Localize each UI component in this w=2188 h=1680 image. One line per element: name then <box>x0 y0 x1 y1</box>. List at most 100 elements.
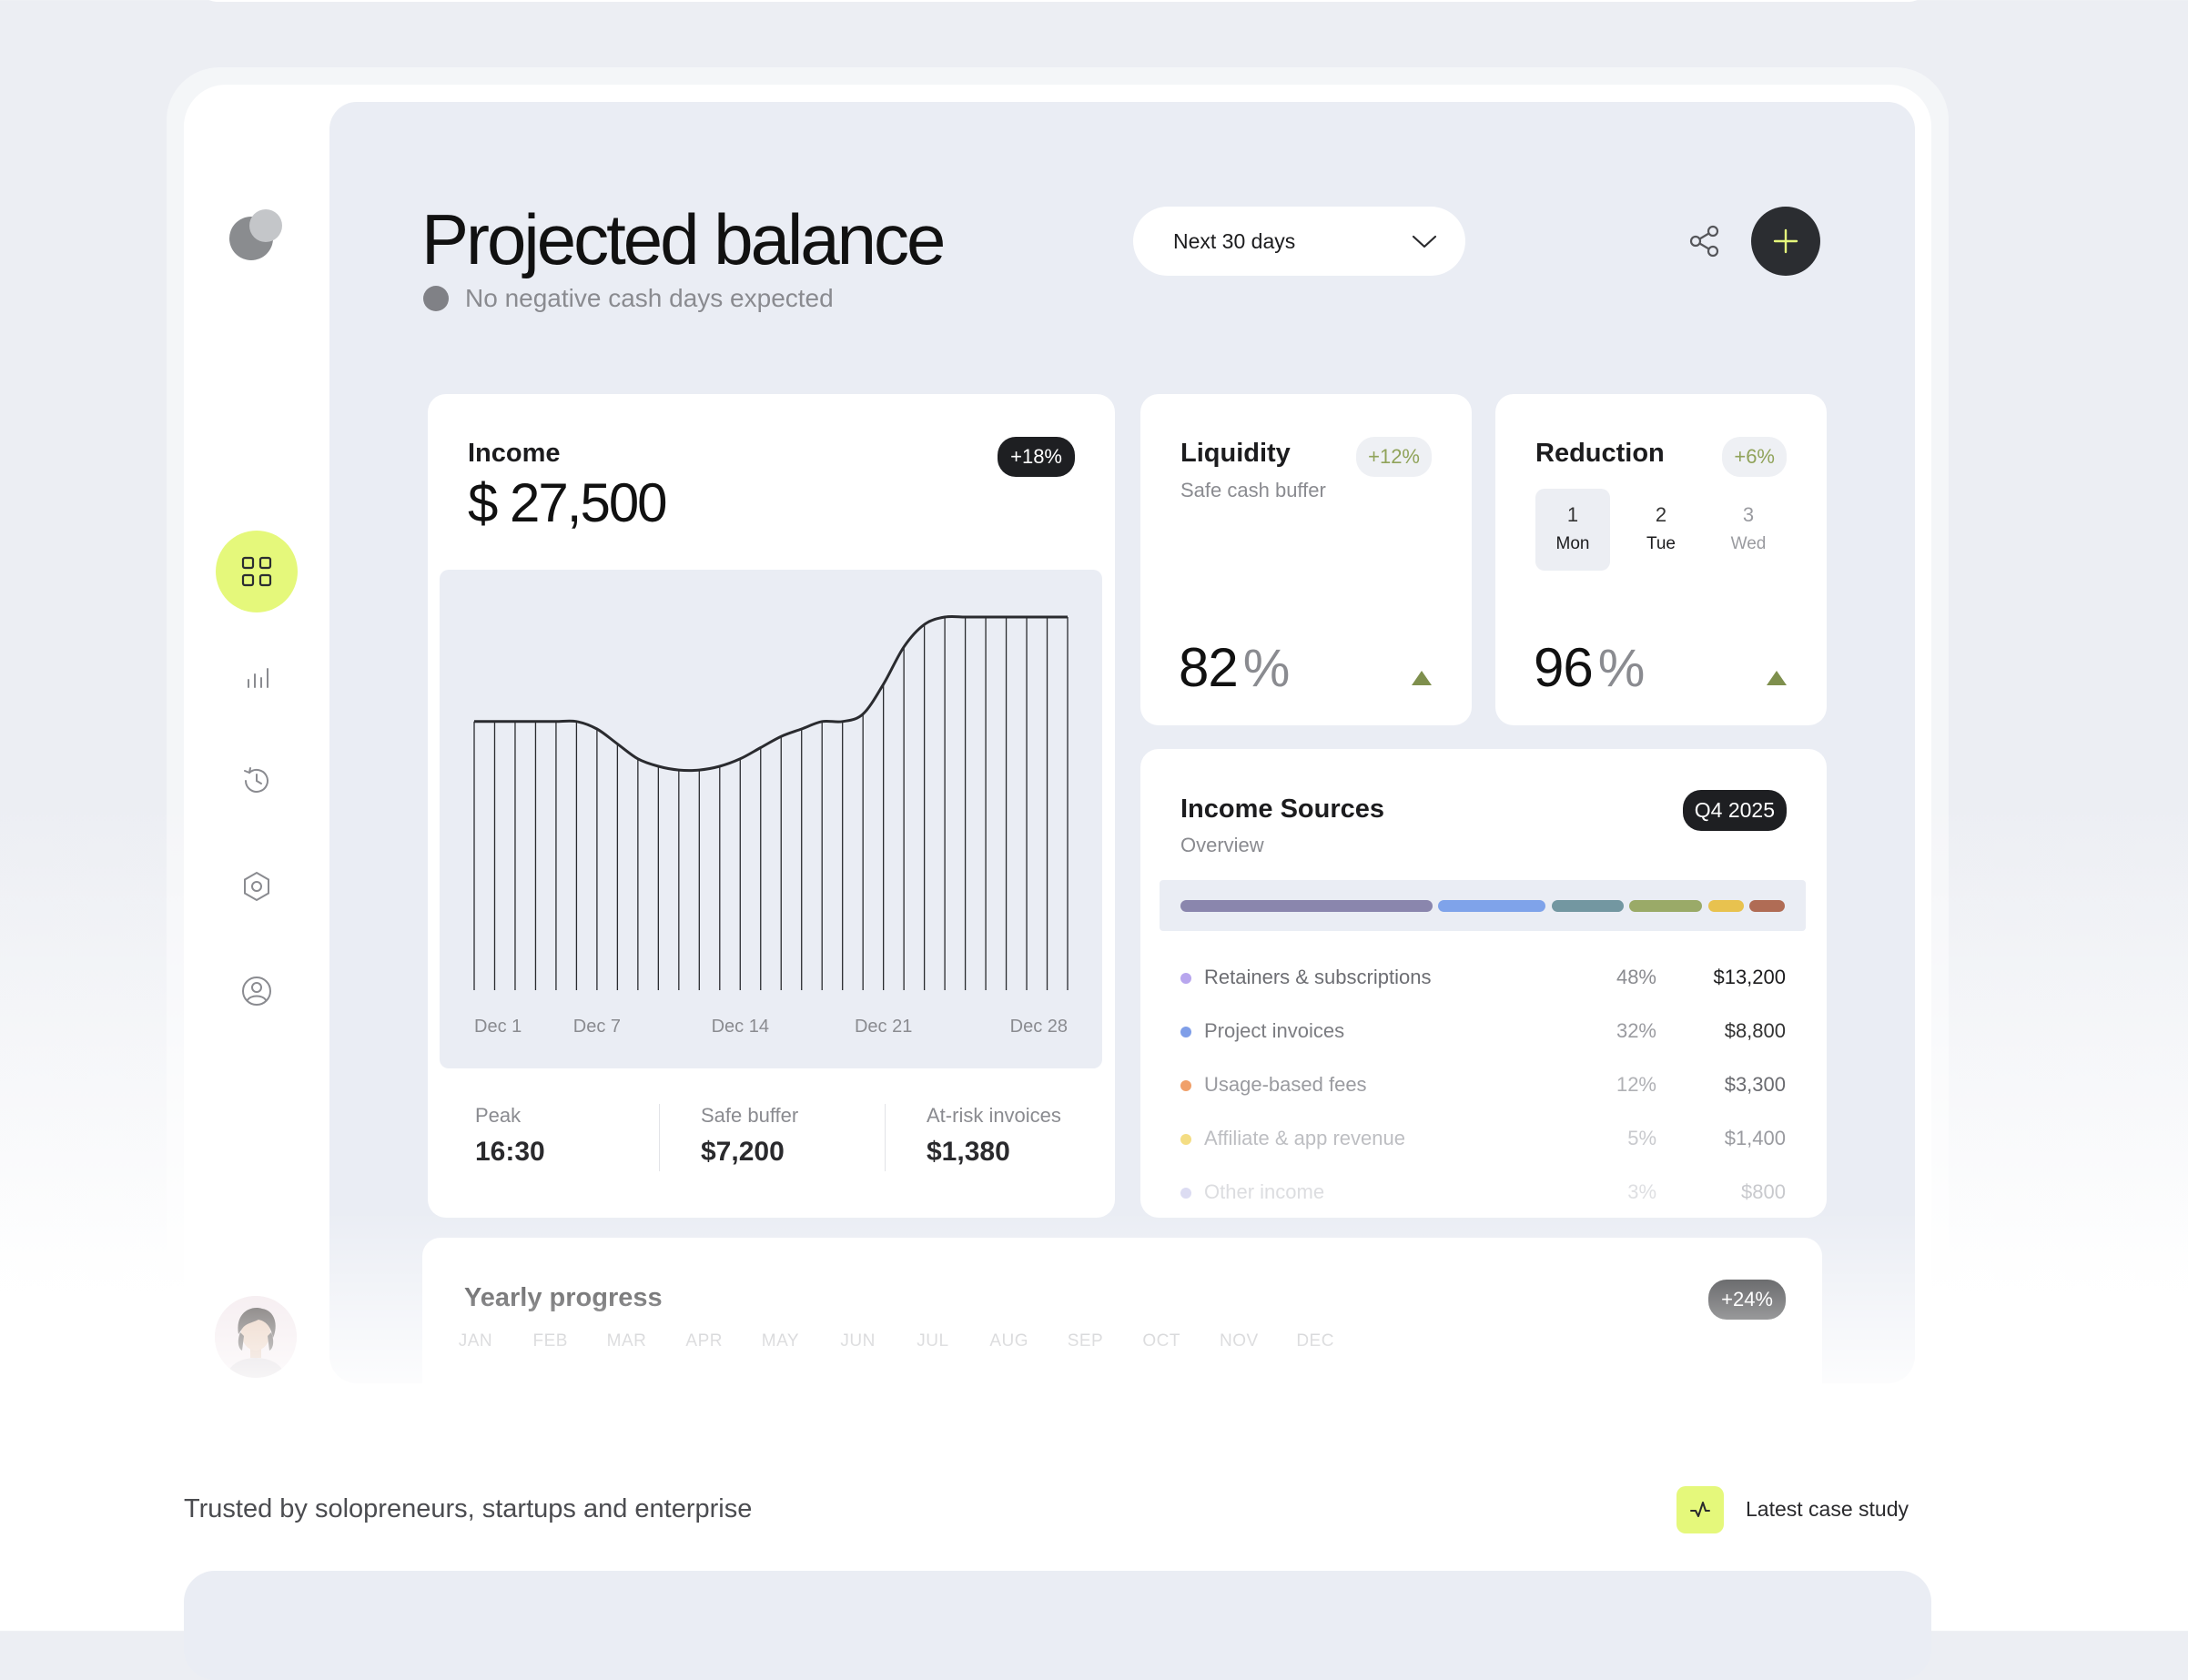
source-name: Usage-based fees <box>1204 1073 1367 1096</box>
x-tick-label: Dec 7 <box>573 1017 621 1037</box>
liquidity-title: Liquidity <box>1180 439 1291 468</box>
day-picker-tue[interactable]: 2 Tue <box>1624 489 1698 571</box>
legend-dot <box>1180 1188 1191 1199</box>
bar-chart-icon <box>248 668 268 688</box>
income-card: Income +18% $ 27,500 Dec 1 Dec 7 Dec 14 Dec… <box>428 394 1115 1218</box>
next-section-panel <box>184 1571 1931 1680</box>
month-label: JUN <box>840 1331 876 1351</box>
chevron-down-icon <box>1412 235 1437 248</box>
avatar[interactable] <box>215 1296 297 1378</box>
x-tick-label: Dec 1 <box>474 1017 522 1037</box>
stat-safe-buffer: Safe buffer $7,200 <box>701 1104 798 1168</box>
source-name: Project invoices <box>1204 1019 1345 1042</box>
day-name: Wed <box>1730 534 1767 553</box>
liquidity-card: Liquidity +12% Safe cash buffer 82% <box>1140 394 1472 725</box>
yearly-progress-card: Yearly progress +24% JAN FEB MAR APR MAY… <box>422 1238 1822 1420</box>
yearly-change-badge: +24% <box>1708 1280 1786 1320</box>
day-name: Tue <box>1646 534 1676 553</box>
bar-segment-affiliate <box>1629 900 1702 912</box>
month-label: AUG <box>989 1331 1029 1351</box>
nav-settings-button[interactable] <box>216 845 298 927</box>
bar-segment-usage <box>1552 900 1624 912</box>
date-range-label: Next 30 days <box>1173 228 1296 253</box>
trend-up-icon <box>1767 671 1787 685</box>
source-percent: 32% <box>1616 1019 1656 1042</box>
stat-label: Peak <box>475 1104 522 1127</box>
stat-value: $1,380 <box>927 1137 1010 1167</box>
income-change-badge: +18% <box>998 437 1075 477</box>
day-picker-mon[interactable]: 1 Mon <box>1535 489 1610 571</box>
hexagon-settings-icon <box>244 871 269 902</box>
source-name: Other income <box>1204 1180 1325 1203</box>
share-icon <box>1689 225 1719 258</box>
source-value: $13,200 <box>1713 966 1786 988</box>
liquidity-subtitle: Safe cash buffer <box>1180 479 1326 501</box>
source-percent: 12% <box>1616 1073 1656 1096</box>
legend-dot <box>1180 1134 1191 1145</box>
liquidity-number: 82 <box>1179 637 1239 698</box>
yearly-progress-title: Yearly progress <box>464 1283 663 1312</box>
day-picker-wed[interactable]: 3 Wed <box>1711 489 1786 571</box>
day-number: 1 <box>1566 503 1579 526</box>
source-percent: 48% <box>1616 966 1656 988</box>
stat-value: 16:30 <box>475 1137 545 1167</box>
nav-dashboard-button[interactable] <box>216 531 298 612</box>
day-name: Mon <box>1555 534 1590 553</box>
income-sources-subtitle: Overview <box>1180 834 1264 856</box>
nav-analytics-button[interactable] <box>216 636 298 718</box>
source-percent: 3% <box>1627 1180 1656 1203</box>
nav-history-button[interactable] <box>216 740 298 822</box>
reduction-card: Reduction +6% 1 Mon 2 Tue 3 Wed 96% <box>1495 394 1827 725</box>
date-range-dropdown[interactable]: Next 30 days <box>1133 207 1465 276</box>
liquidity-value: 82% <box>1179 636 1291 699</box>
x-tick-label: Dec 14 <box>712 1017 769 1037</box>
bar-segment-misc <box>1749 900 1785 912</box>
month-label: MAR <box>606 1331 647 1351</box>
month-label: OCT <box>1142 1331 1181 1351</box>
list-item: Retainers & subscriptions 48% $13,200 <box>1180 966 1786 993</box>
bar-segment-retainers <box>1180 900 1433 912</box>
nav-profile-button[interactable] <box>216 950 298 1032</box>
share-button[interactable] <box>1687 223 1723 259</box>
month-label: APR <box>685 1331 723 1351</box>
income-title: Income <box>468 439 561 468</box>
status-indicator: No negative cash days expected <box>423 284 834 313</box>
bar-segment-other <box>1708 900 1744 912</box>
source-name: Affiliate & app revenue <box>1204 1127 1405 1149</box>
grid-icon <box>241 556 272 587</box>
month-label: NOV <box>1220 1331 1259 1351</box>
logo-icon[interactable] <box>228 207 286 266</box>
income-chart-svg: Dec 1 Dec 7 Dec 14 Dec 21 Dec 28 <box>473 614 1069 1037</box>
source-value: $3,300 <box>1724 1073 1786 1096</box>
period-badge: Q4 2025 <box>1682 790 1787 831</box>
liquidity-unit: % <box>1242 639 1291 698</box>
plus-icon <box>1773 228 1798 254</box>
source-value: $1,400 <box>1724 1127 1786 1149</box>
sources-distribution-bar <box>1160 880 1806 931</box>
latest-case-study-link[interactable]: Latest case study <box>1746 1497 1909 1521</box>
activity-icon <box>1690 1502 1710 1517</box>
add-button[interactable] <box>1751 207 1820 276</box>
case-study-button[interactable] <box>1676 1486 1724 1533</box>
income-sources-card: Income Sources Q4 2025 Overview Retainer… <box>1140 749 1827 1218</box>
divider <box>885 1104 886 1171</box>
month-label: JUL <box>917 1331 949 1351</box>
history-icon <box>244 767 268 793</box>
page-title: Projected balance <box>421 199 946 279</box>
legend-dot <box>1180 1027 1191 1037</box>
income-amount: $ 27,500 <box>468 472 668 533</box>
source-percent: 5% <box>1627 1127 1656 1149</box>
stat-at-risk-invoices: At-risk invoices $1,380 <box>927 1104 1061 1168</box>
reduction-number: 96 <box>1534 637 1594 698</box>
legend-dot <box>1180 1080 1191 1091</box>
legend-dot <box>1180 973 1191 984</box>
reduction-title: Reduction <box>1535 439 1665 468</box>
bar-segment-projects <box>1438 900 1545 912</box>
day-number: 2 <box>1655 503 1667 526</box>
month-label: DEC <box>1296 1331 1334 1351</box>
source-value: $8,800 <box>1724 1019 1786 1042</box>
day-number: 3 <box>1742 503 1755 526</box>
stat-value: $7,200 <box>701 1137 785 1167</box>
list-item: Project invoices 32% $8,800 <box>1180 1019 1786 1047</box>
liquidity-change-badge: +12% <box>1356 437 1432 477</box>
